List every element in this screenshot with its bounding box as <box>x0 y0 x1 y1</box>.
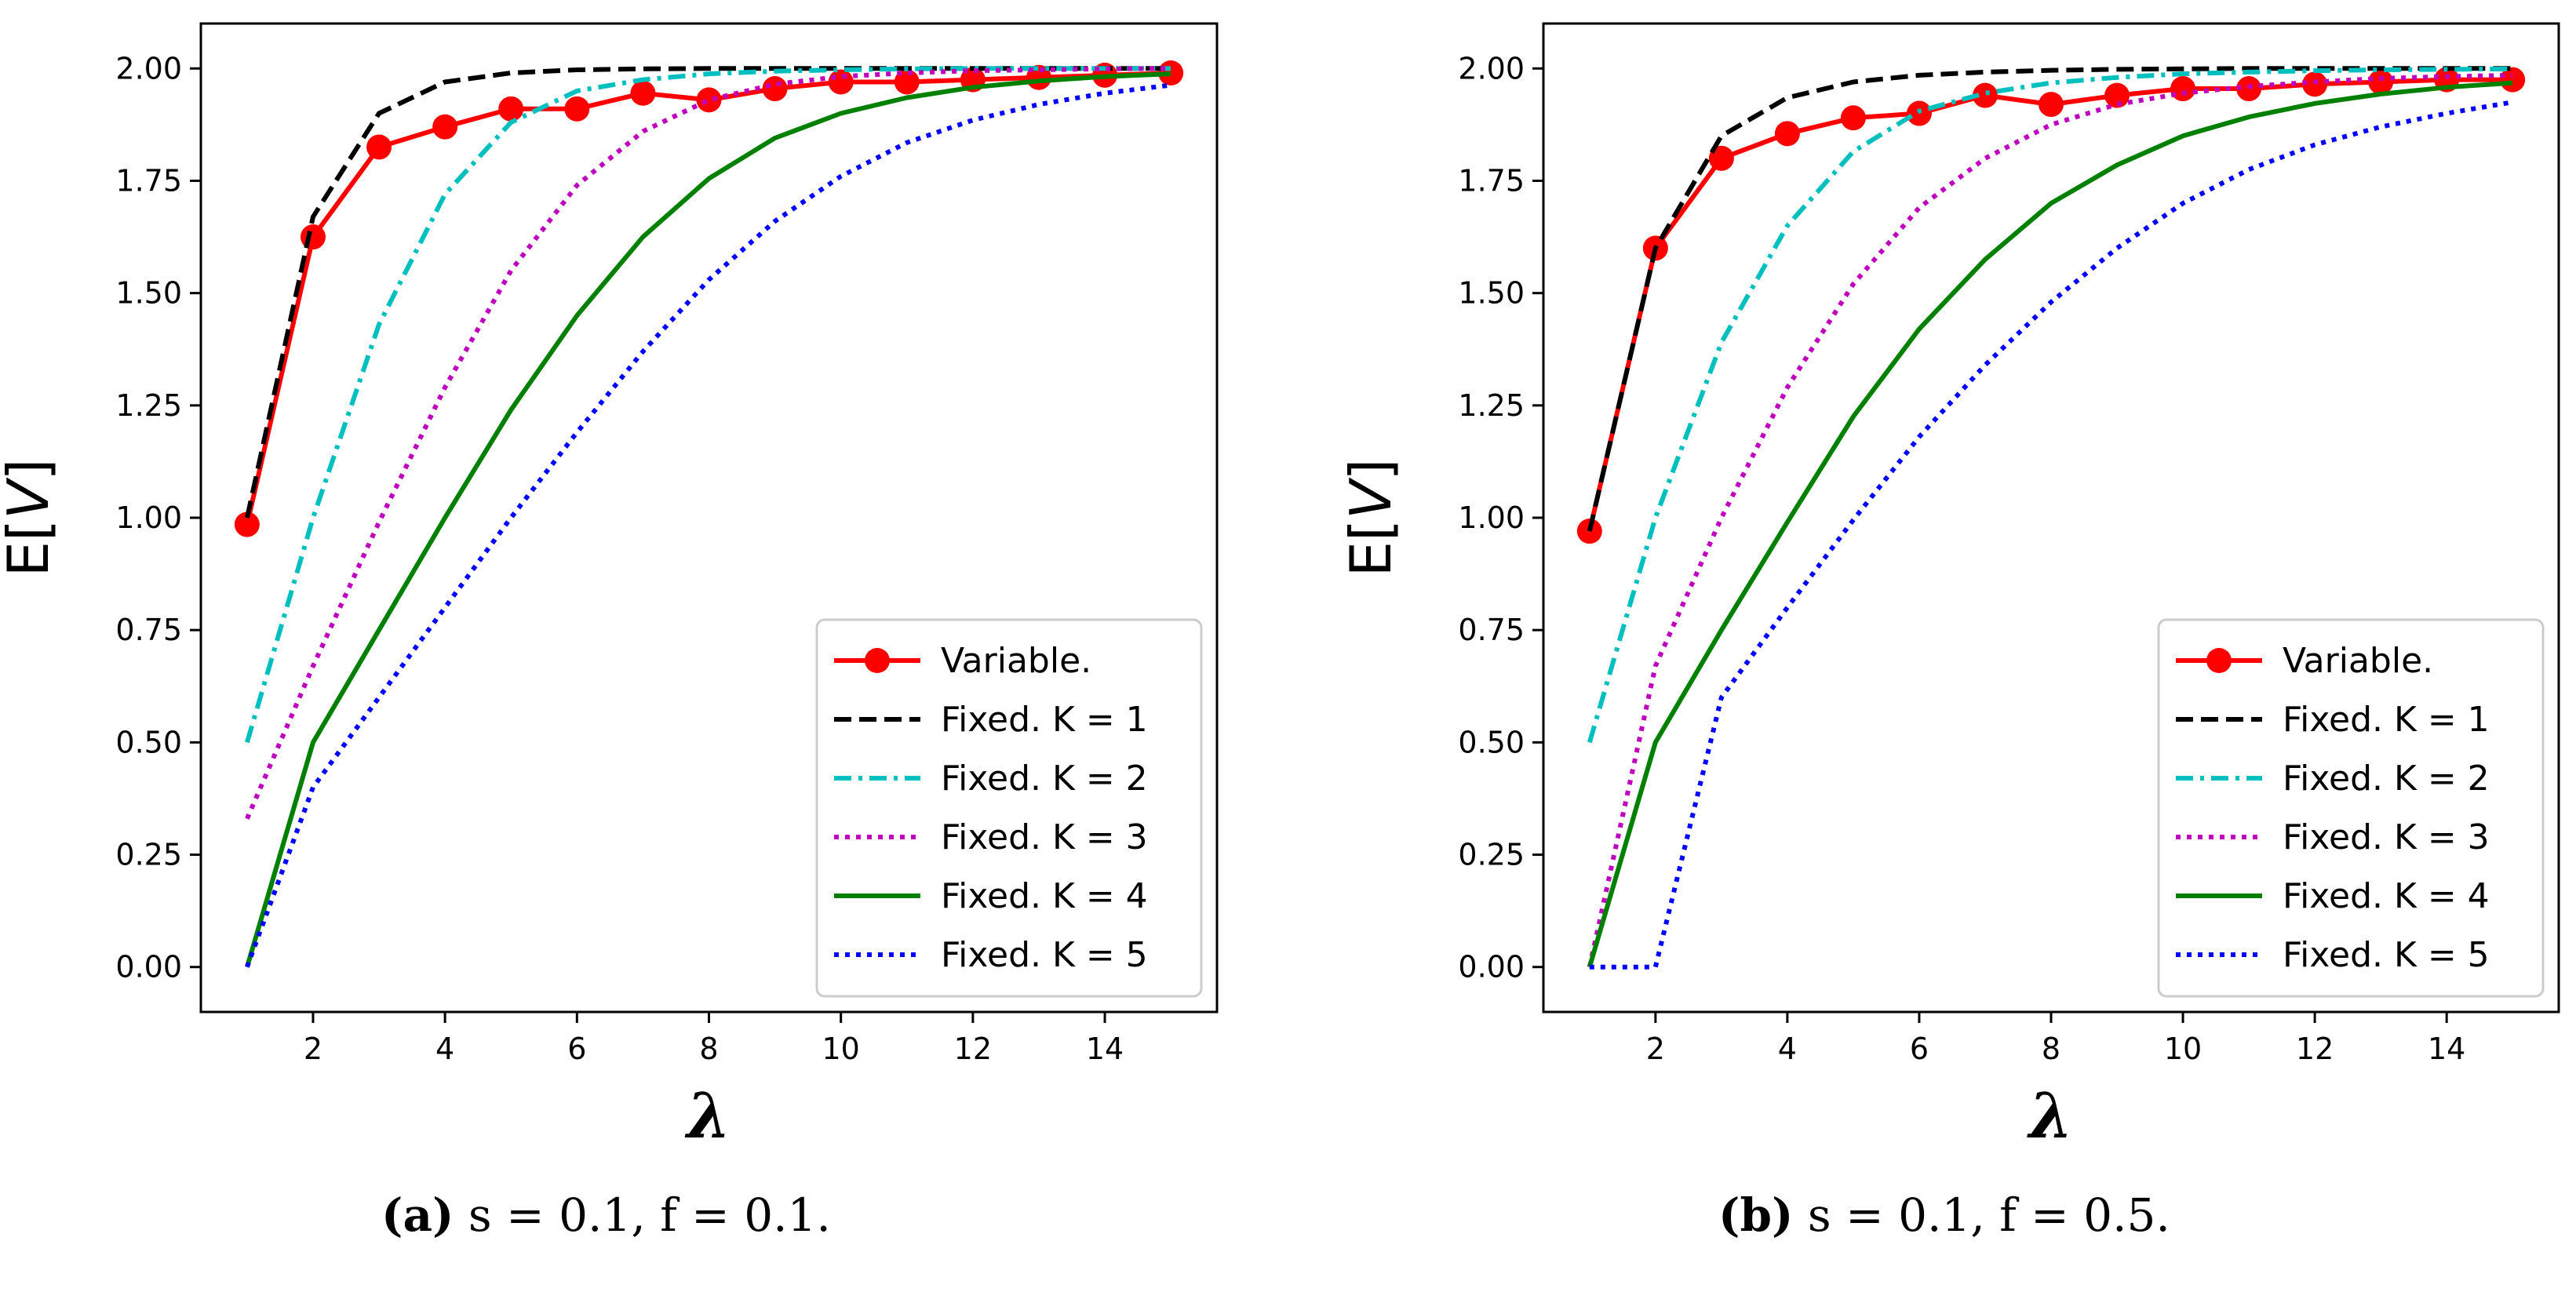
y-axis-label-suffix: ] <box>0 459 61 481</box>
x-tick-label: 2 <box>1646 1032 1665 1066</box>
data-point <box>1972 82 1998 108</box>
x-tick-label: 14 <box>2428 1032 2465 1066</box>
series-line-6 <box>1589 100 2513 970</box>
y-tick-label: 0.25 <box>115 838 182 872</box>
legend-entry: Fixed. K = 3 <box>2283 817 2490 857</box>
data-point <box>828 69 854 95</box>
data-point <box>564 96 590 122</box>
legend-entry: Fixed. K = 4 <box>941 876 1148 916</box>
x-tick-label: 4 <box>1778 1032 1797 1066</box>
y-tick-label: 1.50 <box>115 276 182 311</box>
data-point <box>696 87 722 113</box>
caption-a-label: (a) <box>381 1188 454 1242</box>
series-line-1 <box>1587 77 2513 532</box>
data-point <box>1840 105 1866 131</box>
y-axis-label: E[V] <box>1338 459 1404 577</box>
x-tick-label: 2 <box>304 1032 322 1066</box>
legend-entry: Fixed. K = 1 <box>2283 700 2490 740</box>
caption-b-text: s = 0.1, f = 0.5. <box>1807 1188 2170 1242</box>
legend-entry: Fixed. K = 2 <box>941 759 1148 799</box>
chart-panel-b: 2 4 6 8 10 12 14 0.00 0.25 0.50 0.75 1.00 1.25 1.50 1.… <box>1338 22 2560 1152</box>
y-tick-label: 1.25 <box>1458 388 1525 423</box>
chart-panel-a: 2 4 6 8 10 12 14 0.00 0.25 0.50 0.75 1.00 1.25 1.50 1.… <box>0 22 1219 1152</box>
x-tick-label: 8 <box>2042 1032 2060 1066</box>
legend-box <box>815 618 1203 998</box>
x-tick-label: 6 <box>1910 1032 1929 1066</box>
y-tick-label: 1.75 <box>115 163 182 198</box>
caption-b-label: (b) <box>1718 1188 1794 1242</box>
series-line-3 <box>245 66 1171 744</box>
legend-entry: Fixed. K = 3 <box>941 817 1148 857</box>
legend-marker <box>2206 648 2232 673</box>
x-tick-label: 12 <box>954 1032 992 1066</box>
legend: Variable. Fixed. K = 1 Fixed. K = 2 Fixed. … <box>2157 618 2545 998</box>
data-point <box>762 76 788 102</box>
y-tick-label: 0.75 <box>1458 613 1525 647</box>
data-point <box>1774 121 1800 147</box>
data-point <box>498 96 524 122</box>
series-line-6 <box>245 82 1171 968</box>
x-tick-label: 14 <box>1086 1032 1124 1066</box>
series-line-5 <box>245 71 1171 968</box>
y-tick-label: 0.25 <box>1458 838 1525 872</box>
caption-a: (a) s = 0.1, f = 0.1. <box>381 1188 831 1242</box>
x-axis-label: λ <box>2027 1079 2073 1152</box>
legend: Variable. Fixed. K = 1 Fixed. K = 2 Fixed. … <box>815 618 1203 998</box>
series-line-5 <box>1587 80 2513 968</box>
y-axis-label: E[V] <box>0 459 61 577</box>
x-tick-label: 6 <box>567 1032 586 1066</box>
y-axis-label-prefix: E[ <box>0 519 61 577</box>
y-tick-label: 0.00 <box>115 950 182 984</box>
y-axis-label-var: V <box>0 477 61 519</box>
caption-b: (b) s = 0.1, f = 0.5. <box>1718 1188 2170 1242</box>
y-tick-label: 1.00 <box>115 500 182 535</box>
x-axis-label: λ <box>684 1079 731 1152</box>
series-line-3 <box>1587 66 2513 744</box>
data-point <box>234 511 260 537</box>
x-tick-label: 4 <box>435 1032 454 1066</box>
x-tick-label: 10 <box>2164 1032 2202 1066</box>
data-point <box>2500 67 2526 93</box>
x-tick-label: 8 <box>699 1032 718 1066</box>
data-point <box>2170 76 2196 102</box>
legend-entry: Fixed. K = 5 <box>941 935 1148 975</box>
series-line-2 <box>244 66 1171 519</box>
legend-entry: Fixed. K = 5 <box>2283 935 2490 975</box>
legend-marker <box>865 648 890 673</box>
data-point <box>2104 82 2130 108</box>
data-point <box>432 114 458 140</box>
y-tick-label: 0.50 <box>115 725 182 759</box>
data-point <box>366 134 392 160</box>
y-tick-label: 1.25 <box>115 388 182 423</box>
y-tick-label: 0.75 <box>115 613 182 647</box>
data-point <box>300 224 326 250</box>
x-tick-label: 10 <box>822 1032 860 1066</box>
caption-a-text: s = 0.1, f = 0.1. <box>468 1188 831 1242</box>
legend-entry: Fixed. K = 2 <box>2283 759 2490 799</box>
y-tick-label: 0.50 <box>1458 725 1525 759</box>
legend-entry: Variable. <box>2283 641 2433 681</box>
legend-box <box>2157 618 2545 998</box>
series-line-4 <box>1587 72 2513 968</box>
legend-entry: Fixed. K = 1 <box>941 700 1148 740</box>
y-tick-label: 1.50 <box>1458 276 1525 311</box>
y-axis-label-suffix: ] <box>1338 459 1404 481</box>
x-tick-label: 12 <box>2296 1032 2334 1066</box>
y-axis-label-var: V <box>1338 477 1404 519</box>
data-point <box>1708 145 1734 171</box>
legend-entry: Variable. <box>941 641 1091 681</box>
y-tick-label: 2.00 <box>115 51 182 86</box>
data-point <box>2368 69 2394 95</box>
y-tick-label: 1.00 <box>1458 500 1525 535</box>
y-axis-label-prefix: E[ <box>1338 519 1404 577</box>
legend-entry: Fixed. K = 4 <box>2283 876 2490 916</box>
y-tick-label: 2.00 <box>1458 51 1525 86</box>
data-point <box>630 80 656 106</box>
data-point <box>2039 92 2064 118</box>
data-point <box>894 69 920 95</box>
series-line-4 <box>245 66 1171 820</box>
y-tick-label: 0.00 <box>1458 950 1525 984</box>
y-tick-label: 1.75 <box>1458 163 1525 198</box>
